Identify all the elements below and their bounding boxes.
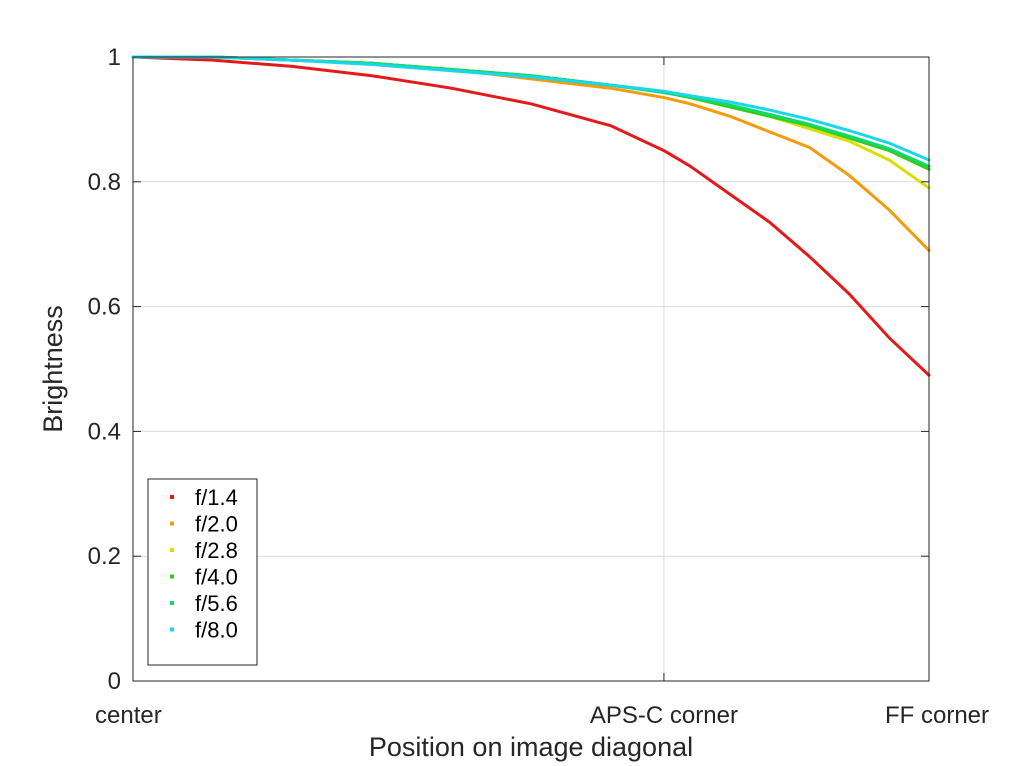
y-tick-label: 0.6 [88, 294, 121, 321]
legend-swatch [170, 521, 174, 526]
legend-entry-label: f/4.0 [195, 565, 238, 590]
x-tick-label: center [95, 702, 162, 729]
legend-entry-label: f/8.0 [195, 618, 238, 643]
legend-entry-label: f/1.4 [195, 485, 238, 510]
x-axis-ticks: center APS-C corner FF corner [95, 57, 989, 729]
plot-series [131, 55, 931, 377]
plot-area-frame [132, 56, 930, 682]
legend-entry-label: f/2.0 [195, 512, 238, 537]
y-tick-label: 0.4 [88, 418, 121, 445]
legend-swatch [170, 574, 174, 579]
y-tick-label: 0.2 [88, 543, 121, 570]
series-line-f-1-4 [131, 55, 931, 377]
series-line-f-8-0 [131, 55, 931, 162]
legend-entry-label: f/5.6 [195, 591, 238, 616]
y-axis-label: Brightness [38, 305, 68, 433]
legend-swatch [170, 627, 174, 632]
x-tick-label: FF corner [885, 702, 989, 729]
grid [133, 57, 929, 681]
legend-box [147, 478, 258, 666]
x-tick-label: APS-C corner [590, 702, 738, 729]
legend-swatch [170, 548, 174, 552]
legend-entry-label: f/2.8 [195, 538, 238, 563]
y-tick-label: 0 [108, 668, 121, 695]
legend: f/1.4f/2.0f/2.8f/4.0f/5.6f/8.0 [147, 478, 258, 666]
y-tick-label: 0.8 [88, 169, 121, 196]
x-axis-label: Position on image diagonal [369, 732, 693, 762]
y-tick-label: 1 [108, 44, 121, 71]
legend-swatch [170, 495, 174, 499]
y-axis-ticks: 0 0.2 0.4 0.6 0.8 1 [88, 44, 929, 695]
legend-swatch [170, 601, 174, 605]
